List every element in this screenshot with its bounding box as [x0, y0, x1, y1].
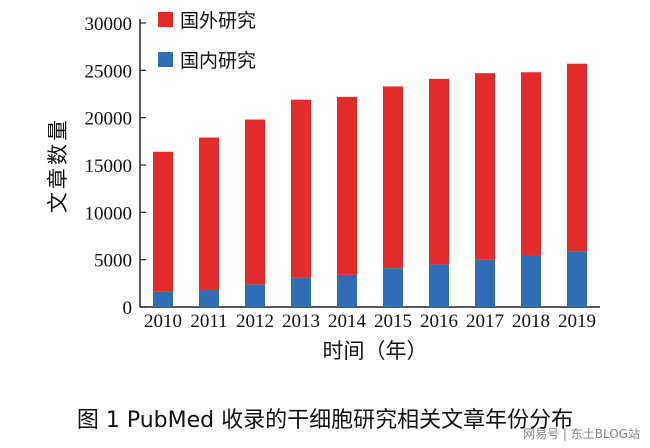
- bar-国内研究-2018: [521, 254, 541, 307]
- bar-国外研究-2013: [291, 99, 311, 278]
- bar-国外研究-2014: [337, 96, 357, 275]
- bar-国外研究-2012: [245, 119, 265, 285]
- bar-国内研究-2011: [199, 289, 219, 307]
- legend-label: 国内研究: [180, 50, 256, 72]
- bar-国外研究-2015: [383, 86, 403, 269]
- x-tick-label: 2011: [190, 311, 227, 332]
- bar-国内研究-2015: [383, 268, 403, 307]
- figure-caption: 图 1 PubMed 收录的干细胞研究相关文章年份分布: [76, 408, 574, 433]
- x-tick-label: 2017: [466, 311, 504, 332]
- bar-国外研究-2018: [521, 72, 541, 255]
- x-tick-label: 2014: [328, 311, 367, 332]
- legend-label: 国外研究: [180, 10, 256, 32]
- watermark: 网易号 | 东土BLOG站: [523, 427, 640, 441]
- x-axis-label: 时间（年）: [323, 339, 428, 363]
- x-tick-label: 2012: [236, 311, 274, 332]
- y-tick-label: 0: [123, 298, 133, 319]
- bar-国内研究-2017: [475, 259, 495, 307]
- legend-swatch-国外研究: [158, 12, 173, 27]
- x-tick-label: 2013: [282, 311, 320, 332]
- y-axis-label: 文章数量: [46, 117, 70, 213]
- bar-国外研究-2010: [153, 151, 173, 292]
- x-tick-label: 2019: [558, 311, 596, 332]
- bar-国外研究-2011: [199, 137, 219, 290]
- bar-国内研究-2012: [245, 284, 265, 307]
- bar-国内研究-2019: [567, 251, 587, 307]
- x-tick-label: 2015: [374, 311, 412, 332]
- legend-swatch-国内研究: [158, 52, 173, 67]
- bar-国内研究-2013: [291, 277, 311, 307]
- x-tick-label: 2010: [144, 311, 182, 332]
- bar-国外研究-2019: [567, 63, 587, 252]
- y-tick-label: 5000: [94, 251, 132, 272]
- chart-svg: 0 5000 10000 15000 20000 25000 30000 2010 2011 20…: [46, 10, 600, 363]
- bar-国外研究-2017: [475, 73, 495, 260]
- bar-国内研究-2016: [429, 264, 449, 307]
- bar-国外研究-2016: [429, 78, 449, 265]
- y-tick-label: 10000: [85, 203, 133, 224]
- x-tick-label: 2016: [420, 311, 458, 332]
- bar-国内研究-2010: [153, 291, 173, 307]
- y-tick-label: 30000: [85, 14, 133, 35]
- y-tick-label: 20000: [85, 109, 133, 130]
- y-tick-label: 25000: [85, 61, 133, 82]
- x-tick-label: 2018: [512, 311, 550, 332]
- bar-国内研究-2014: [337, 274, 357, 307]
- y-tick-label: 15000: [85, 156, 133, 177]
